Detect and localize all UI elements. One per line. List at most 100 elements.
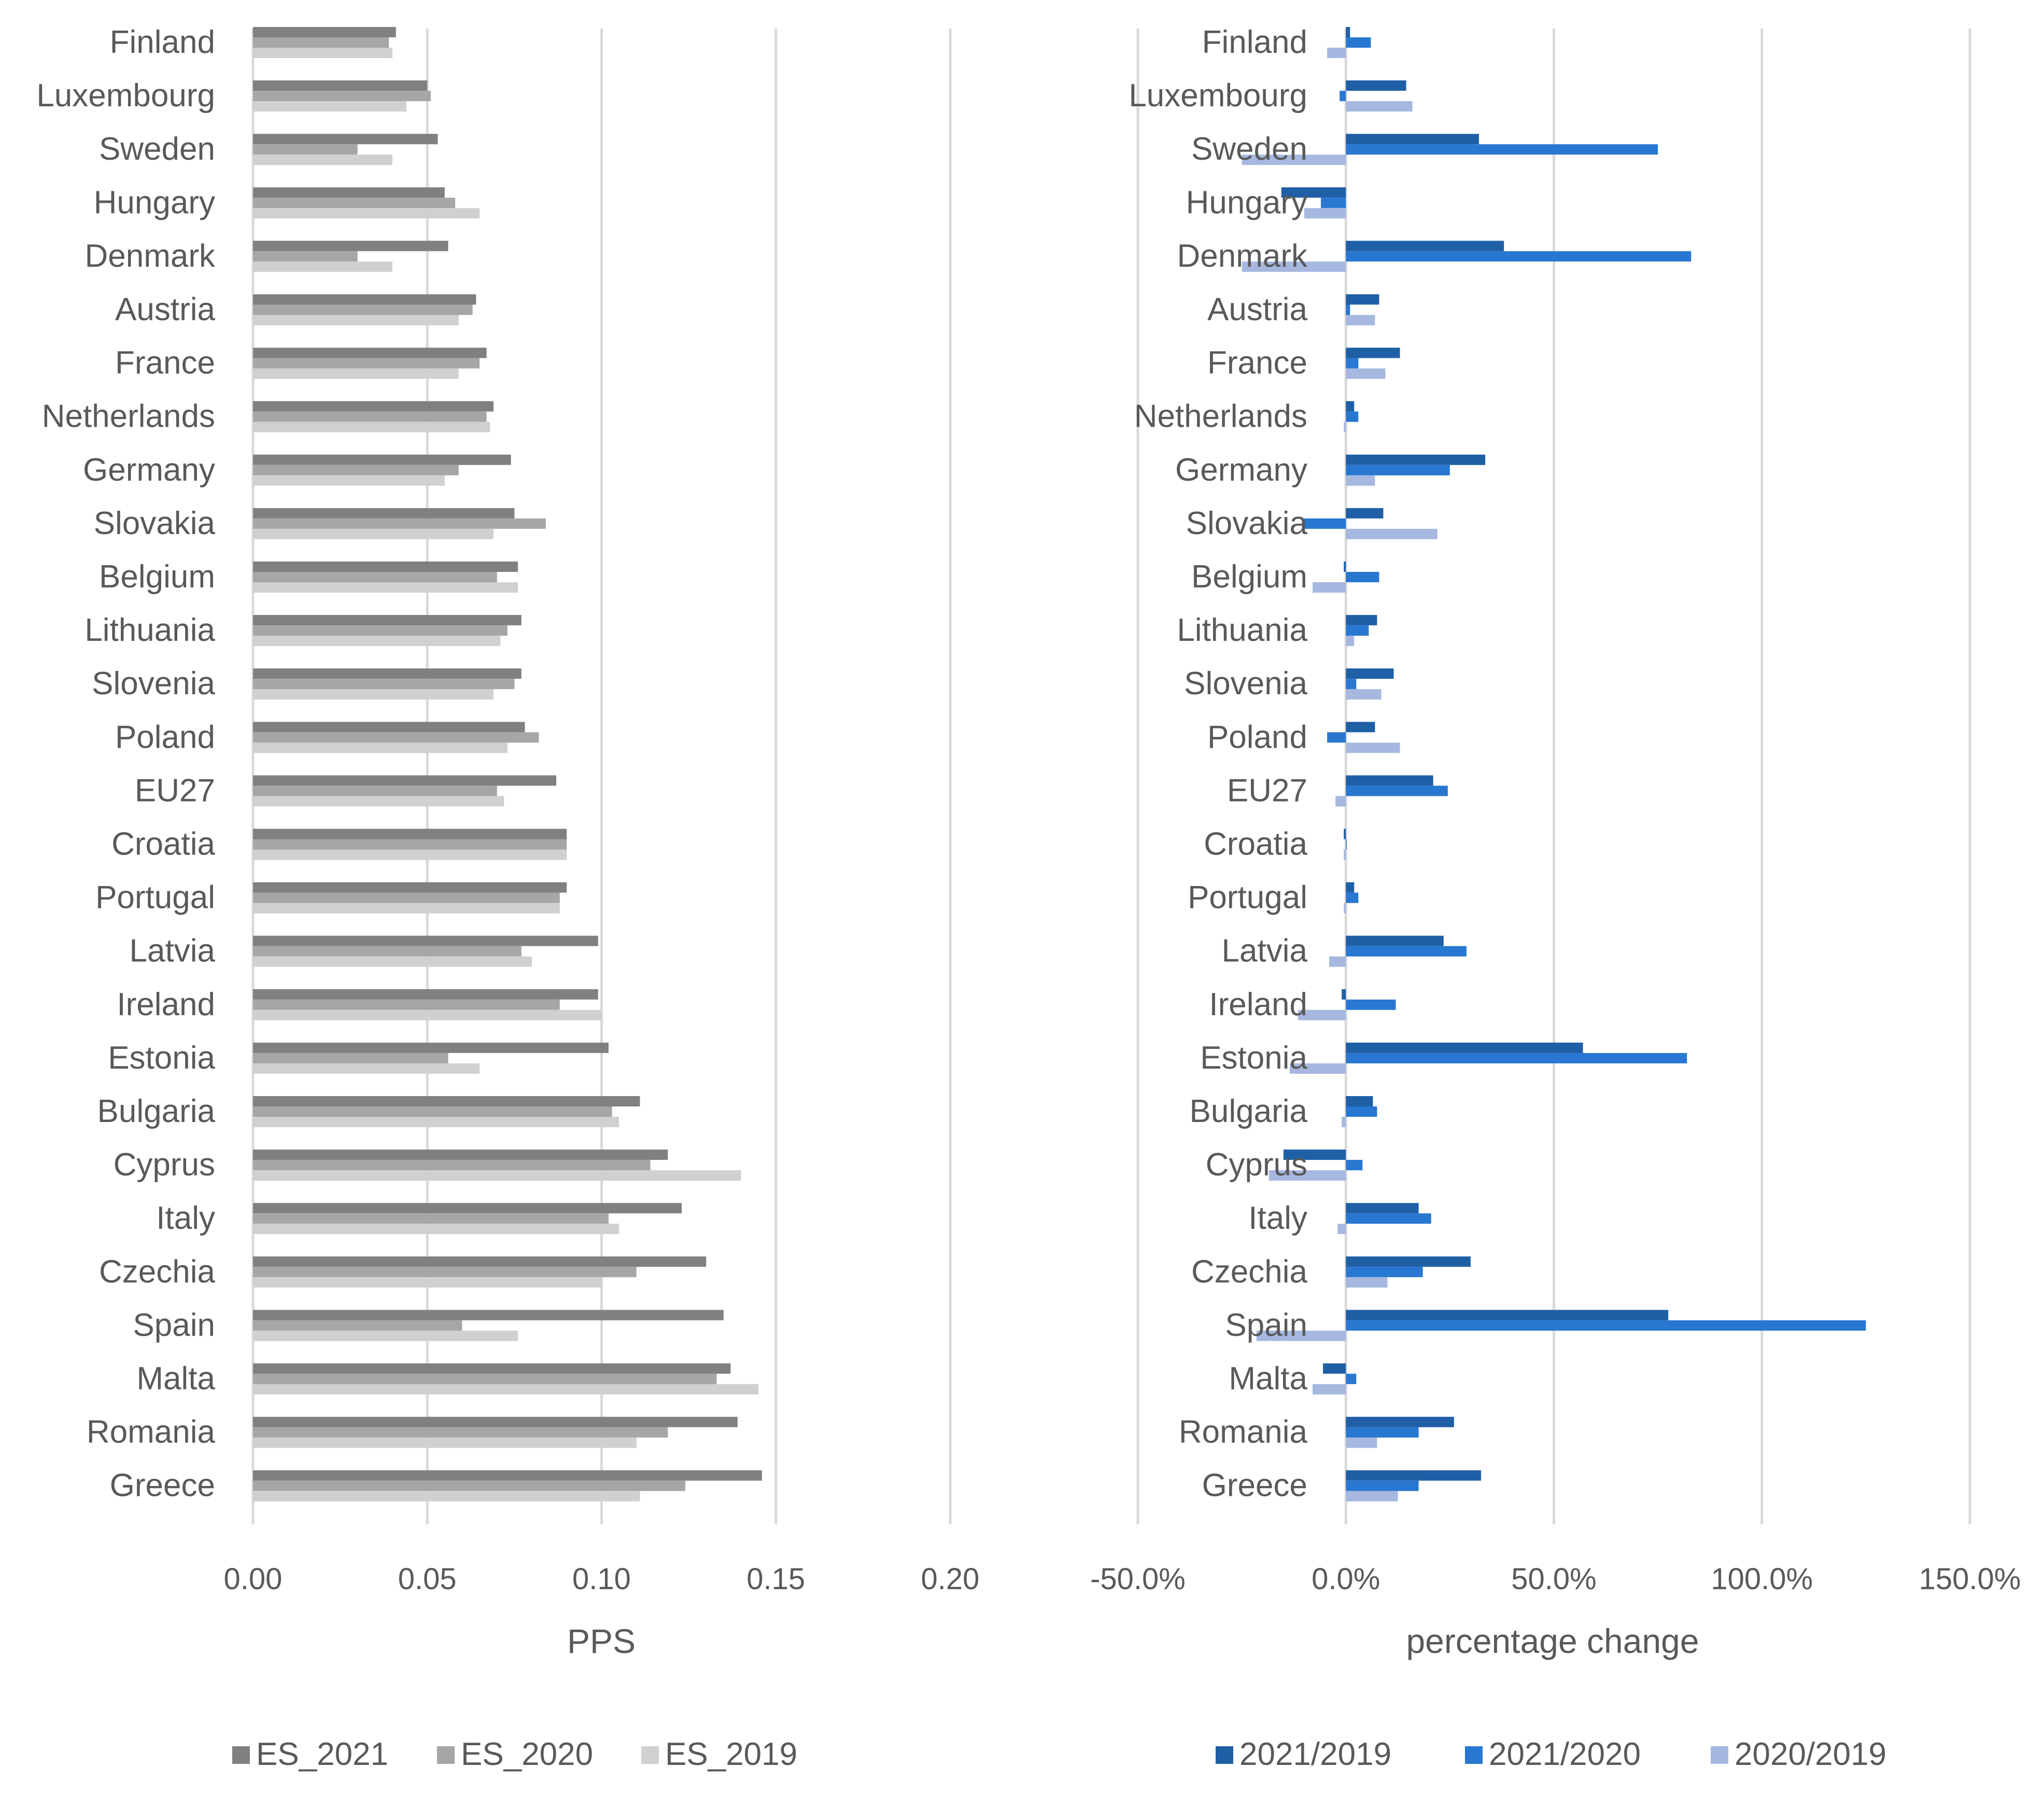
right-x-tick-2: 50.0% [1511, 1562, 1596, 1596]
right-category-label-spain: Spain [1225, 1307, 1307, 1343]
left-bar-lithuania-es-2019 [253, 636, 501, 647]
left-bar-romania-es-2020 [253, 1427, 668, 1438]
left-bar-latvia-es-2019 [253, 956, 532, 967]
left-bar-denmark-es-2021 [253, 241, 448, 251]
left-bar-finland-es-2021 [253, 27, 396, 37]
left-bar-slovakia-es-2019 [253, 528, 494, 539]
left-bar-romania-es-2021 [253, 1417, 738, 1427]
left-category-label-hungary: Hungary [94, 185, 215, 220]
left-bar-cyprus-es-2020 [253, 1160, 651, 1171]
right-bar-croatia-2020-2019 [1344, 849, 1346, 860]
left-x-axis-title: PPS [567, 1622, 636, 1660]
left-bar-portugal-es-2020 [253, 892, 560, 903]
right-bar-ireland-2021-2019 [1342, 989, 1346, 1000]
right-legend: 2021/2019 2021/2020 2020/2019 [1216, 1736, 1886, 1772]
left-category-label-romania: Romania [87, 1414, 216, 1450]
right-bar-lithuania-2020-2019 [1346, 636, 1355, 647]
left-bar-belgium-es-2021 [253, 562, 518, 572]
right-category-label-eu27: EU27 [1227, 773, 1307, 808]
left-bar-netherlands-es-2021 [253, 401, 494, 412]
right-category-label-belgium: Belgium [1191, 559, 1307, 595]
right-bar-belgium-2020-2019 [1313, 582, 1346, 593]
left-category-label-latvia: Latvia [130, 933, 216, 969]
left-bar-luxembourg-es-2020 [253, 91, 431, 102]
right-category-label-slovenia: Slovenia [1184, 666, 1307, 702]
left-category-label-slovenia: Slovenia [92, 666, 215, 702]
left-bar-estonia-es-2019 [253, 1063, 480, 1074]
left-bar-eu27-es-2020 [253, 786, 497, 796]
left-bar-austria-es-2020 [253, 304, 473, 315]
left-bar-poland-es-2021 [253, 722, 525, 733]
right-bar-latvia-2021-2020 [1346, 946, 1467, 957]
right-category-label-sweden: Sweden [1191, 131, 1307, 167]
right-legend-label-2021-2020: 2021/2020 [1489, 1736, 1641, 1772]
left-bar-czechia-es-2020 [253, 1267, 637, 1278]
right-bar-bulgaria-2020-2019 [1342, 1117, 1346, 1127]
right-bar-ireland-2021-2020 [1346, 999, 1396, 1010]
right-bar-croatia-2021-2020 [1346, 839, 1347, 850]
right-bar-estonia-2020-2019 [1289, 1063, 1346, 1074]
left-legend-label-es-2020: ES_2020 [461, 1736, 593, 1772]
left-category-label-denmark: Denmark [84, 238, 216, 274]
right-bar-spain-2021-2019 [1346, 1310, 1669, 1321]
left-bar-spain-es-2020 [253, 1320, 462, 1331]
right-bar-spain-2021-2020 [1346, 1320, 1866, 1331]
right-legend-label-2021-2019: 2021/2019 [1239, 1736, 1391, 1772]
right-bar-austria-2021-2020 [1346, 304, 1350, 315]
left-bar-germany-es-2021 [253, 454, 511, 465]
right-bar-france-2021-2020 [1346, 358, 1359, 369]
right-category-label-hungary: Hungary [1186, 185, 1307, 220]
right-bar-slovenia-2021-2020 [1346, 679, 1357, 690]
right-bar-czechia-2021-2019 [1346, 1256, 1471, 1267]
right-category-label-poland: Poland [1207, 719, 1307, 755]
left-bar-spain-es-2021 [253, 1310, 724, 1321]
right-category-label-germany: Germany [1175, 452, 1307, 488]
left-x-tick-2: 0.10 [572, 1562, 631, 1596]
left-bar-belgium-es-2020 [253, 572, 497, 582]
right-bar-greece-2021-2019 [1346, 1470, 1482, 1481]
right-bar-eu27-2021-2019 [1346, 775, 1433, 786]
left-x-tick-labels: 0.00 0.05 0.10 0.15 0.20 [224, 1562, 980, 1596]
right-category-label-croatia: Croatia [1204, 826, 1307, 862]
right-bar-slovenia-2021-2019 [1346, 668, 1394, 679]
right-bars [1242, 27, 1866, 1502]
left-bar-malta-es-2021 [253, 1363, 731, 1374]
right-category-label-italy: Italy [1248, 1200, 1307, 1236]
left-bar-germany-es-2020 [253, 465, 459, 475]
right-category-label-austria: Austria [1207, 292, 1307, 328]
left-category-label-poland: Poland [115, 719, 215, 755]
left-bar-greece-es-2019 [253, 1491, 640, 1502]
left-bar-greece-es-2020 [253, 1480, 685, 1491]
left-category-label-greece: Greece [110, 1468, 215, 1504]
right-bar-latvia-2020-2019 [1329, 956, 1346, 967]
right-bar-malta-2021-2019 [1323, 1363, 1346, 1374]
left-bar-lithuania-es-2021 [253, 615, 521, 626]
left-bar-lithuania-es-2020 [253, 625, 508, 636]
left-bar-cyprus-es-2019 [253, 1170, 741, 1181]
left-category-label-france: France [115, 345, 215, 381]
right-bar-austria-2020-2019 [1346, 315, 1375, 326]
right-bar-lithuania-2021-2019 [1346, 615, 1377, 626]
left-bar-hungary-es-2020 [253, 198, 456, 208]
left-category-label-czechia: Czechia [99, 1254, 216, 1289]
right-bar-italy-2021-2019 [1346, 1203, 1419, 1214]
left-bar-ireland-es-2021 [253, 989, 598, 1000]
right-legend-label-2020-2019: 2020/2019 [1735, 1736, 1886, 1772]
left-bar-romania-es-2019 [253, 1437, 637, 1448]
left-bar-eu27-es-2021 [253, 775, 557, 786]
left-bar-france-es-2019 [253, 368, 459, 379]
left-bar-luxembourg-es-2021 [253, 80, 428, 91]
left-bar-greece-es-2021 [253, 1470, 762, 1481]
left-category-label-eu27: EU27 [135, 773, 215, 808]
right-bar-france-2021-2019 [1346, 347, 1400, 358]
right-category-label-lithuania: Lithuania [1177, 612, 1307, 648]
right-bar-poland-2021-2019 [1346, 722, 1375, 733]
right-x-axis-title: percentage change [1406, 1622, 1699, 1660]
left-bar-cyprus-es-2021 [253, 1149, 668, 1160]
left-bar-malta-es-2019 [253, 1384, 759, 1395]
right-legend-swatch-2020-2019 [1711, 1746, 1728, 1764]
left-bars [253, 27, 762, 1502]
left-bar-slovenia-es-2019 [253, 689, 494, 700]
right-legend-swatch-2021-2020 [1465, 1746, 1483, 1764]
